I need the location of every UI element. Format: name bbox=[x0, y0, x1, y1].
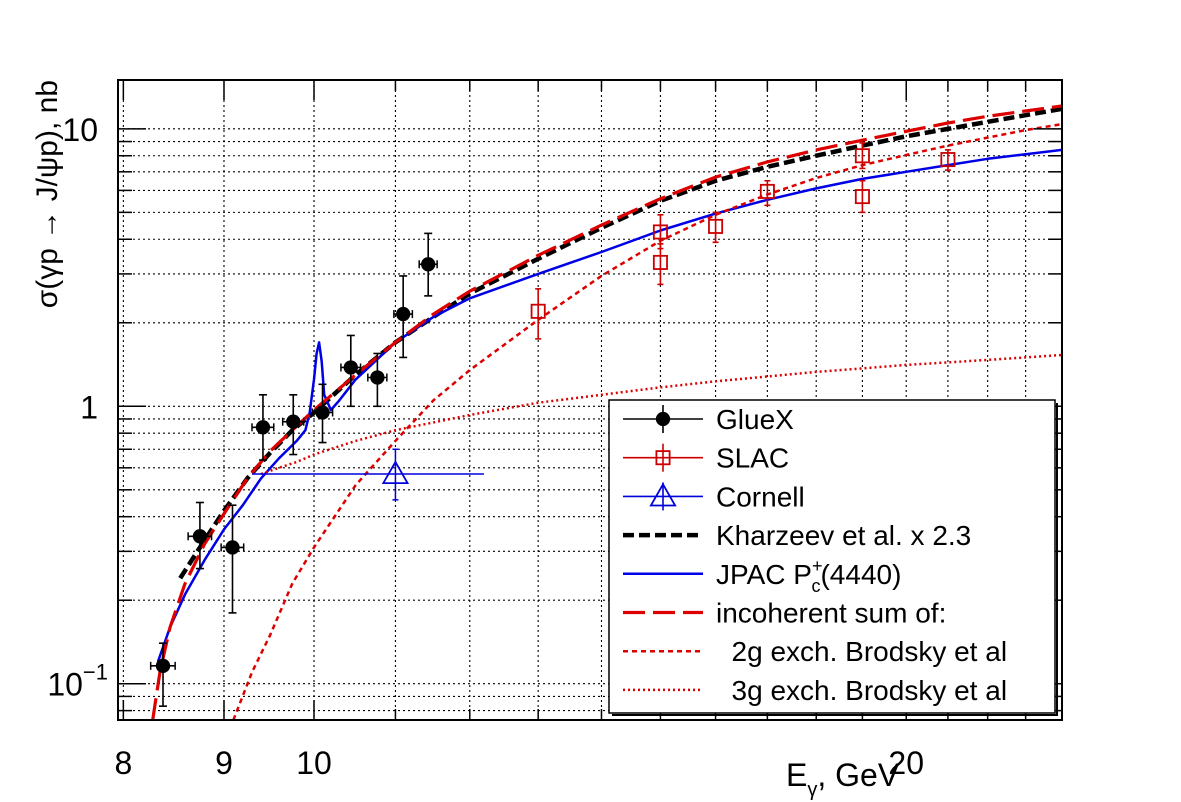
point-marker bbox=[192, 529, 208, 544]
series-0-point-8 bbox=[393, 275, 414, 359]
legend-label: Kharzeev et al. x 2.3 bbox=[716, 520, 971, 551]
series-0-point-2 bbox=[220, 504, 245, 614]
legend-label: GlueX bbox=[716, 404, 794, 435]
series-0-point-9 bbox=[418, 232, 438, 297]
point-marker bbox=[652, 254, 668, 270]
legend-marker bbox=[655, 450, 671, 466]
x-axis-title: Eγ, GeV bbox=[786, 757, 900, 801]
series-curve-6 bbox=[232, 122, 1062, 720]
point-marker bbox=[421, 257, 436, 272]
legend-entry-3: Kharzeev et al. x 2.3 bbox=[623, 520, 971, 551]
legend-label: 2g exch. Brodsky et al bbox=[716, 636, 1007, 667]
series-0-point-7 bbox=[367, 352, 388, 408]
x-tick-label: 10 bbox=[296, 745, 332, 781]
point-marker bbox=[759, 183, 775, 199]
point-marker bbox=[396, 306, 411, 322]
legend-entry-1: SLAC bbox=[623, 443, 789, 474]
series-curve-4 bbox=[156, 148, 1062, 663]
series-2-point-0 bbox=[252, 448, 484, 501]
series-0-point-1 bbox=[187, 501, 213, 570]
series-1-point-4 bbox=[759, 179, 775, 207]
point-marker bbox=[225, 540, 240, 555]
legend-entry-4: JPAC P+ c(4440) bbox=[623, 556, 901, 596]
x-tick-label: 9 bbox=[215, 745, 233, 781]
y-tick-label: 1 bbox=[80, 389, 98, 425]
point-marker bbox=[286, 414, 301, 429]
legend-label: incoherent sum of: bbox=[716, 598, 946, 629]
series-0-point-6 bbox=[340, 334, 362, 408]
point-marker bbox=[381, 460, 410, 484]
series-1-point-3 bbox=[708, 211, 724, 244]
point-marker bbox=[343, 360, 358, 375]
point-marker bbox=[315, 405, 330, 420]
legend-entry-6: 2g exch. Brodsky et al bbox=[623, 636, 1007, 667]
legend-label: Cornell bbox=[716, 481, 805, 512]
legend-marker bbox=[655, 411, 671, 427]
legend-entry-0: GlueX bbox=[623, 404, 794, 435]
series-1-point-0 bbox=[530, 288, 546, 340]
series-curve-7 bbox=[260, 353, 1062, 476]
legend-label: SLAC bbox=[716, 443, 789, 474]
series-0-point-3 bbox=[251, 394, 275, 461]
legend-box bbox=[608, 399, 1056, 714]
legend-entry-7: 3g exch. Brodsky et al bbox=[623, 675, 1007, 706]
plot-frame bbox=[117, 79, 1063, 721]
series-0-point-4 bbox=[281, 394, 305, 456]
series-1-point-5 bbox=[854, 179, 870, 214]
series-1-point-6 bbox=[854, 142, 870, 170]
series-curve-3 bbox=[178, 106, 1062, 580]
series-1-point-7 bbox=[940, 149, 956, 171]
point-marker bbox=[708, 218, 724, 234]
series-curve-5 bbox=[151, 104, 1062, 720]
data-points bbox=[149, 142, 956, 707]
legend-entry-2: Cornell bbox=[623, 481, 805, 512]
point-marker bbox=[155, 658, 171, 673]
point-marker bbox=[854, 148, 870, 164]
axis-labels: 8 9 10 20 10−1 1 10 Eγ, GeV σ(γp → J/ψp), nb bbox=[31, 80, 924, 801]
legend-entry-5: incoherent sum of: bbox=[623, 598, 946, 629]
y-tick-label: 10 bbox=[62, 112, 98, 148]
y-tick-label: 10−1 bbox=[47, 660, 108, 703]
x-tick-label: 8 bbox=[114, 745, 132, 781]
point-marker bbox=[652, 224, 668, 240]
point-marker bbox=[940, 152, 956, 168]
y-axis-title: σ(γp → J/ψp), nb bbox=[31, 80, 64, 308]
point-marker bbox=[370, 370, 385, 385]
point-marker bbox=[255, 420, 271, 435]
legend: GlueX SLAC Cornell Kharzeev et al. x 2.3 JPA… bbox=[608, 399, 1058, 716]
series-1-point-2 bbox=[652, 214, 668, 250]
point-marker bbox=[854, 189, 870, 205]
legend-label: 3g exch. Brodsky et al bbox=[716, 675, 1007, 706]
legend-label: JPAC P+ c(4440) bbox=[716, 556, 901, 596]
point-marker bbox=[530, 303, 546, 319]
curves bbox=[151, 104, 1062, 720]
series-0-point-5 bbox=[311, 383, 334, 444]
legend-marker bbox=[649, 482, 677, 507]
series-0-point-0 bbox=[149, 642, 176, 707]
x-tick-label: 20 bbox=[888, 745, 924, 781]
